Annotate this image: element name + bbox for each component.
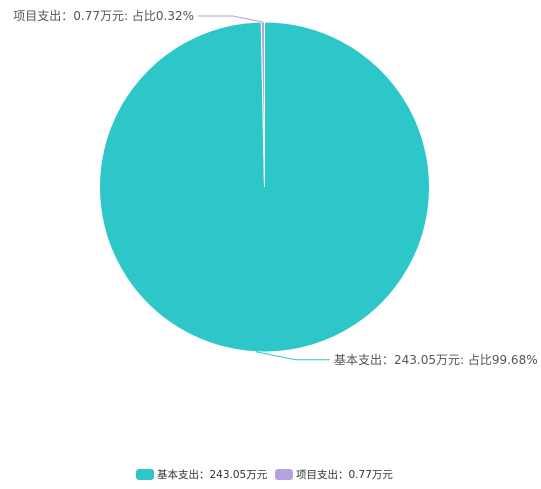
legend-item-project[interactable]: 项目支出：0.77万元 (275, 468, 393, 481)
callout-labels: 基本支出：243.05万元: 占比99.68% 项目支出：0.77万元: 占比0.… (13, 8, 537, 367)
legend-item-basic[interactable]: 基本支出：243.05万元 (136, 468, 268, 481)
legend-label-basic: 基本支出：243.05万元 (157, 468, 268, 481)
callout-line-basic (255, 351, 330, 361)
callout-label-project: 项目支出：0.77万元: 占比0.32% (13, 8, 194, 23)
legend[interactable]: 基本支出：243.05万元 项目支出：0.77万元 (136, 468, 393, 481)
legend-swatch-basic (136, 469, 154, 480)
callout-line-project (198, 15, 263, 23)
pie-slices (99, 21, 430, 353)
legend-label-project: 项目支出：0.77万元 (296, 468, 393, 481)
legend-swatch-project (275, 469, 293, 480)
callout-label-basic: 基本支出：243.05万元: 占比99.68% (334, 352, 538, 367)
